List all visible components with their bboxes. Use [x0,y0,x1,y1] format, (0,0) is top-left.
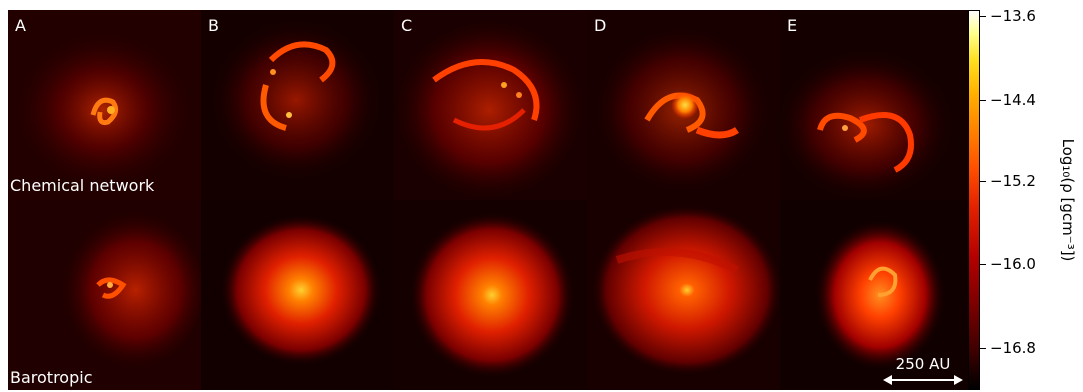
panel-e-barotropic [780,200,973,390]
panel-label-d: D [594,16,607,35]
panel-label-c: C [401,16,413,35]
panel-label-b: B [208,16,219,35]
scale-bar-label: 250 AU [895,355,951,373]
density-map-a-barotropic [8,200,201,390]
panel-a-chemical: A [8,10,201,200]
colorbar [968,10,980,390]
panel-d-chemical: D [587,10,780,200]
density-map-c-barotropic [394,200,587,390]
density-map-b-chemical [201,10,394,200]
panel-d-barotropic [587,200,780,390]
panel-a-barotropic [8,200,201,390]
density-map-a-chemical [8,10,201,200]
scale-bar-arrow [883,375,963,385]
colorbar-tick [980,348,986,349]
colorbar-tick-label: −15.2 [990,172,1036,190]
colorbar-tick [980,264,986,265]
density-image-grid: A B [8,10,975,390]
panel-label-e: E [787,16,798,35]
colorbar-tick [980,181,986,182]
scale-bar: 250 AU [883,355,963,385]
density-map-c-chemical [394,10,587,200]
panel-c-chemical: C [394,10,587,200]
colorbar-tick-label: −13.6 [990,7,1036,25]
panel-b-chemical: B [201,10,394,200]
density-map-e-chemical [780,10,973,200]
colorbar-tick-label: −16.8 [990,339,1036,357]
colorbar-tick [980,16,986,17]
density-map-d-chemical [587,10,780,200]
row-label-barotropic: Barotropic [10,368,93,387]
panel-b-barotropic [201,200,394,390]
colorbar-tick-label: −16.0 [990,255,1036,273]
colorbar-tick-label: −14.4 [990,91,1036,109]
density-map-e-barotropic [780,200,973,390]
panel-c-barotropic [394,200,587,390]
colorbar-tick [980,100,986,101]
density-map-b-barotropic [201,200,394,390]
panel-e-chemical: E [780,10,973,200]
row-label-chemical-network: Chemical network [10,176,155,195]
colorbar-title: Log₁₀(ρ [gcm⁻³]) [1059,138,1077,262]
panel-label-a: A [15,16,26,35]
density-map-d-barotropic [587,200,780,390]
